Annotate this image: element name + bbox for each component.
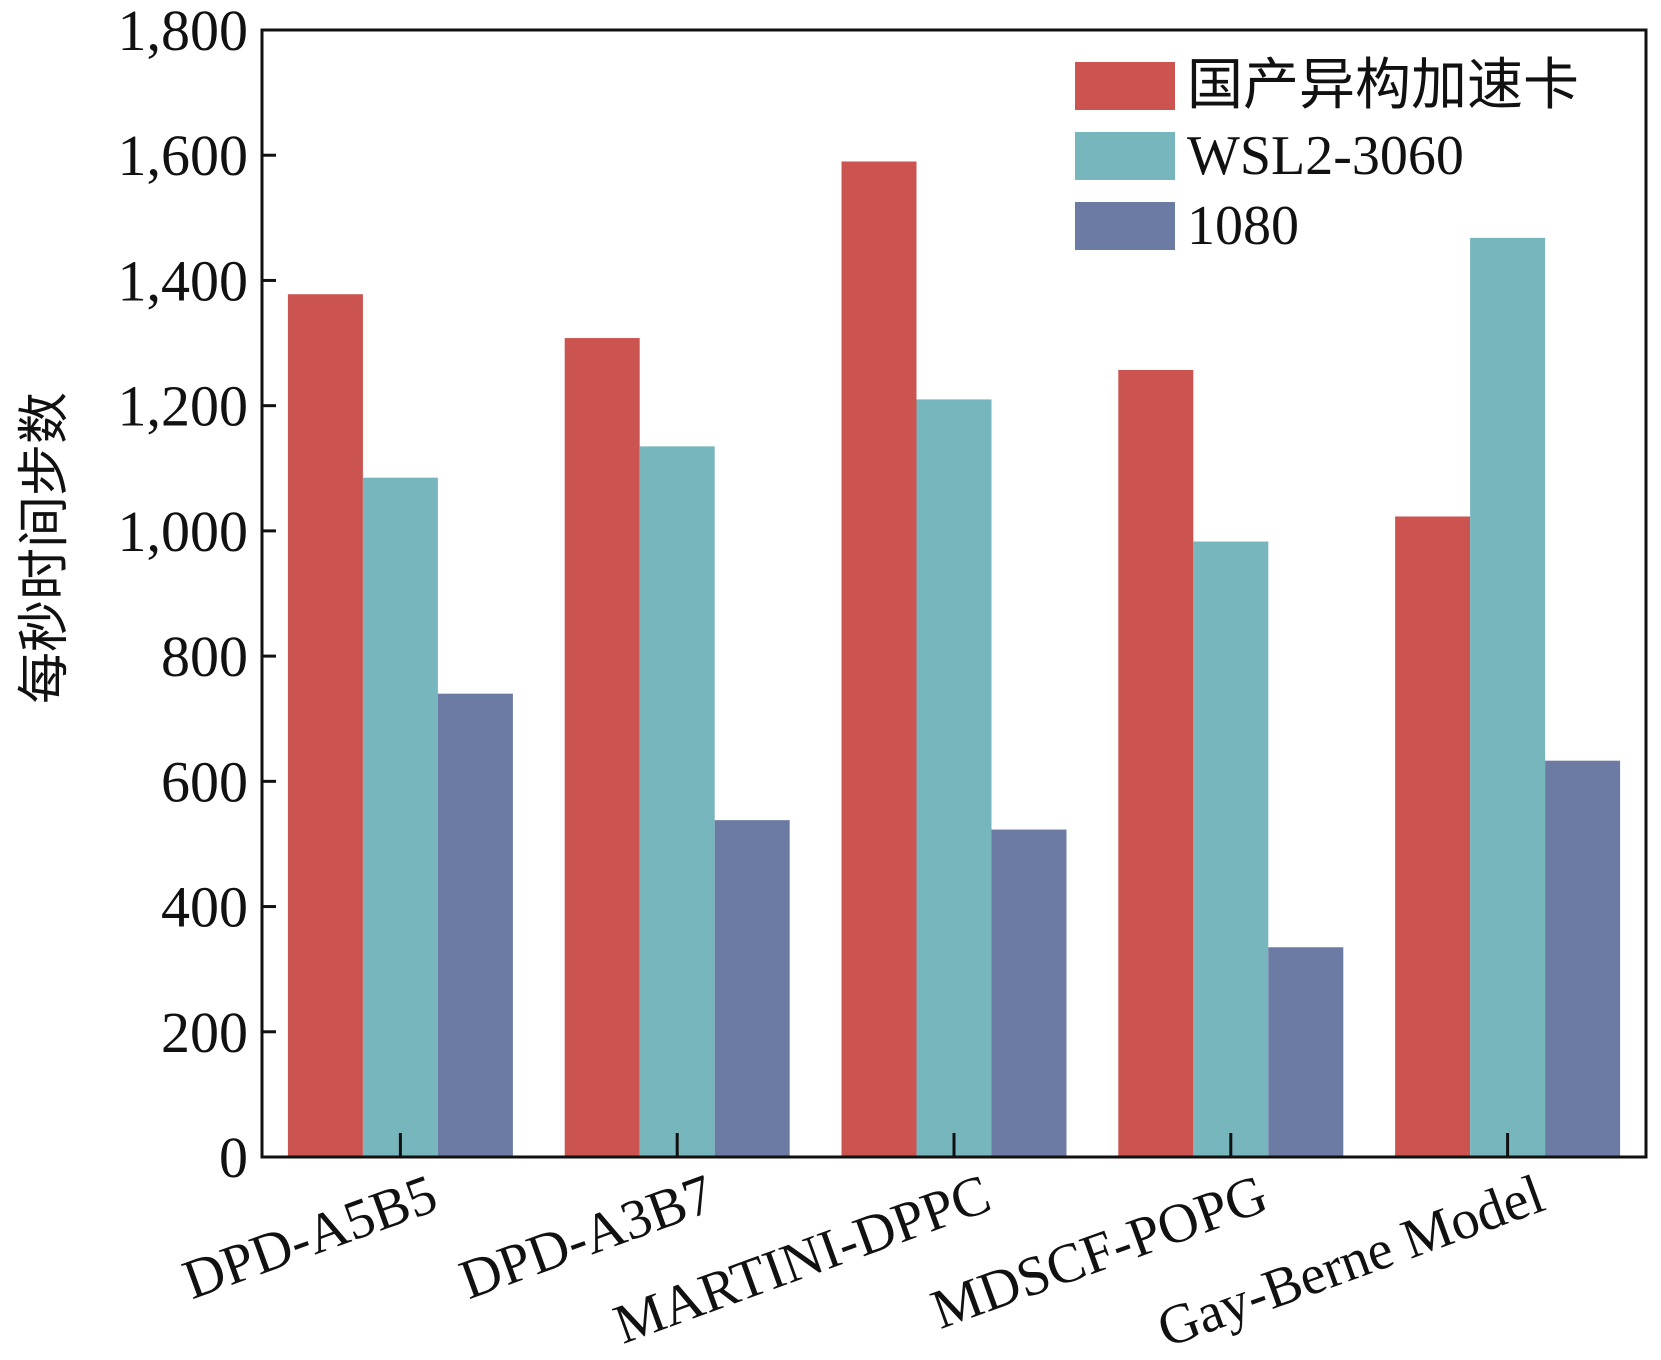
- bar-1-dpd-a3b7: [564, 338, 640, 1158]
- y-tick-label: 800: [161, 624, 248, 689]
- bar-2-dpd-a5b5: [362, 477, 438, 1157]
- bar-3-gay-berne-model: [1545, 760, 1621, 1157]
- bar-1-dpd-a5b5: [287, 294, 363, 1158]
- bar-1-mdscf-popg: [1118, 369, 1194, 1157]
- legend-swatch: [1075, 62, 1175, 110]
- legend-swatch: [1075, 132, 1175, 180]
- y-tick-label: 1,800: [118, 0, 249, 63]
- y-tick-label: 200: [161, 1000, 248, 1065]
- bar-2-mdscf-popg: [1193, 541, 1269, 1157]
- y-tick-label: 1,600: [118, 123, 249, 188]
- legend-label: WSL2-3060: [1187, 125, 1464, 187]
- bar-2-martini-dppc: [916, 399, 992, 1158]
- bar-3-mdscf-popg: [1268, 947, 1344, 1157]
- legend-swatch: [1075, 202, 1175, 250]
- y-tick-label: 400: [161, 875, 248, 940]
- legend: 国产异构加速卡 WSL2-3060 1080: [1075, 55, 1579, 257]
- bar-3-martini-dppc: [991, 829, 1067, 1157]
- x-tick-label: DPD-A5B5: [175, 1163, 445, 1312]
- y-tick-label: 1,200: [118, 374, 249, 439]
- legend-label: 1080: [1187, 195, 1299, 257]
- bar-3-dpd-a3b7: [714, 820, 790, 1157]
- bar-1-martini-dppc: [841, 161, 917, 1157]
- bar-1-gay-berne-model: [1395, 516, 1471, 1157]
- bar-2-dpd-a3b7: [639, 446, 715, 1157]
- y-tick-label: 1,000: [118, 499, 249, 564]
- y-tick-label: 0: [219, 1125, 248, 1190]
- legend-label: 国产异构加速卡: [1187, 55, 1579, 117]
- bar-2-gay-berne-model: [1470, 237, 1546, 1157]
- bar-3-dpd-a5b5: [437, 693, 513, 1157]
- y-tick-label: 600: [161, 749, 248, 814]
- y-axis-label: 每秒时间步数: [15, 392, 75, 704]
- bars-layer: [287, 161, 1621, 1158]
- y-tick-label: 1,400: [118, 248, 249, 313]
